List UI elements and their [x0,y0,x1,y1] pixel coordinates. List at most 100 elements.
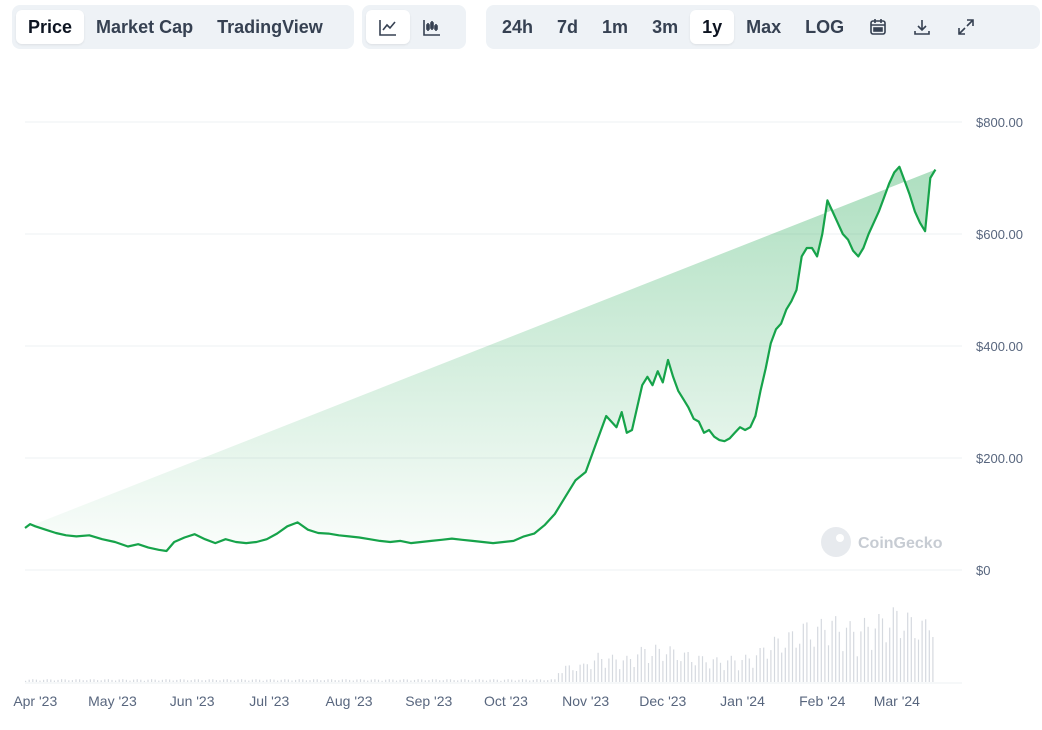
volume-bar [644,649,646,682]
volume-bar [716,657,718,682]
volume-bar [399,679,401,682]
volume-bar [511,679,513,682]
range-24h[interactable]: 24h [502,16,534,37]
expand-icon[interactable] [944,10,988,44]
volume-bar [349,679,351,682]
volume-bar [539,679,542,682]
volume-bar [151,679,153,682]
range-7d[interactable]: 7d [557,16,579,37]
volume-bar [212,679,214,682]
volume-bar [381,680,383,682]
volume-bar [305,680,307,682]
volume-bar [79,679,81,682]
volume-bar [727,660,729,682]
volume-bar [75,679,77,682]
volume-bar [680,661,682,682]
calendar-icon[interactable] [856,10,900,44]
x-tick-label: Apr '23 [13,693,57,709]
volume-bar [755,655,758,682]
volume-bar [403,679,405,682]
volume-bar [709,668,711,682]
volume-bar [129,680,131,682]
volume-bar [341,679,343,682]
download-icon[interactable] [900,10,944,44]
volume-bar [251,679,253,682]
volume-bar [205,680,207,682]
volume-bar [788,632,790,682]
volume-bar [363,679,365,682]
volume-bar [723,670,725,682]
volume-bar [655,644,657,682]
volume-bar [446,679,448,682]
range-3m[interactable]: 3m [652,16,679,37]
volume-bar [838,631,840,682]
volume-bar [496,679,498,682]
volume-bar [226,679,228,682]
volume-bar [215,680,217,682]
volume-bar [428,680,430,682]
volume-bar [734,660,736,682]
volume-bar [475,679,477,682]
volume-bar [237,679,239,682]
volume-bar [118,679,120,682]
volume-bar [673,649,675,682]
x-tick-label: Jun '23 [170,693,215,709]
volume-bar [32,679,34,682]
range-1m[interactable]: 1m [602,16,629,37]
volume-bar [147,679,149,682]
volume-bar [658,648,660,682]
volume-bar [471,680,473,682]
tab-market-cap[interactable]: Market Cap [96,16,194,37]
volume-bar [255,679,257,682]
volume-bar [651,656,653,682]
volume-bar [172,680,174,682]
y-tick-label: $0 [976,563,990,578]
line-chart-icon[interactable] [366,10,410,44]
volume-bar [183,679,185,682]
volume-bar [179,679,181,682]
x-tick-label: Oct '23 [484,693,528,709]
range-max[interactable]: Max [746,16,782,37]
volume-bar [907,612,909,682]
volume-bar [698,655,700,682]
volume-bar [629,659,632,682]
volume-bar [554,679,556,682]
volume-bar [61,679,63,682]
volume-bar [230,679,232,682]
tab-tradingview[interactable]: TradingView [217,16,323,37]
tab-price[interactable]: Price [16,10,85,44]
volume-bar [493,679,495,682]
volume-bar [791,631,794,682]
volume-bar [482,679,484,682]
volume-bar [885,642,887,682]
volume-bar [853,631,855,682]
x-tick-label: Jan '24 [720,693,765,709]
volume-bar [115,680,117,682]
volume-bar [925,619,927,682]
volume-bar [464,679,466,682]
volume-bar [820,618,822,682]
volume-bar [395,680,398,682]
candlestick-chart-icon[interactable] [410,10,454,44]
price-chart[interactable]: CoinGecko $0 $200.00 $400.00 $600.00 $800.00… [0,60,1042,730]
volume-bar [824,629,826,682]
volume-bar [514,680,516,682]
volume-bar [161,679,163,682]
volume-bar [273,679,275,682]
volume-bar [43,679,45,682]
volume-bar [169,679,171,682]
volume-bar [244,679,246,682]
volume-bar [28,679,30,682]
volume-bar [748,658,750,682]
x-tick-label: Jul '23 [249,693,289,709]
volume-bar [784,647,786,682]
range-log[interactable]: LOG [805,16,845,37]
volume-bar [561,673,563,682]
volume-bar [356,679,358,682]
volume-bar [370,679,372,682]
volume-bar [899,638,902,682]
volume-bar [676,660,678,682]
volume-bar [143,680,145,682]
range-1y[interactable]: 1y [690,10,735,44]
volume-bar [795,647,797,682]
